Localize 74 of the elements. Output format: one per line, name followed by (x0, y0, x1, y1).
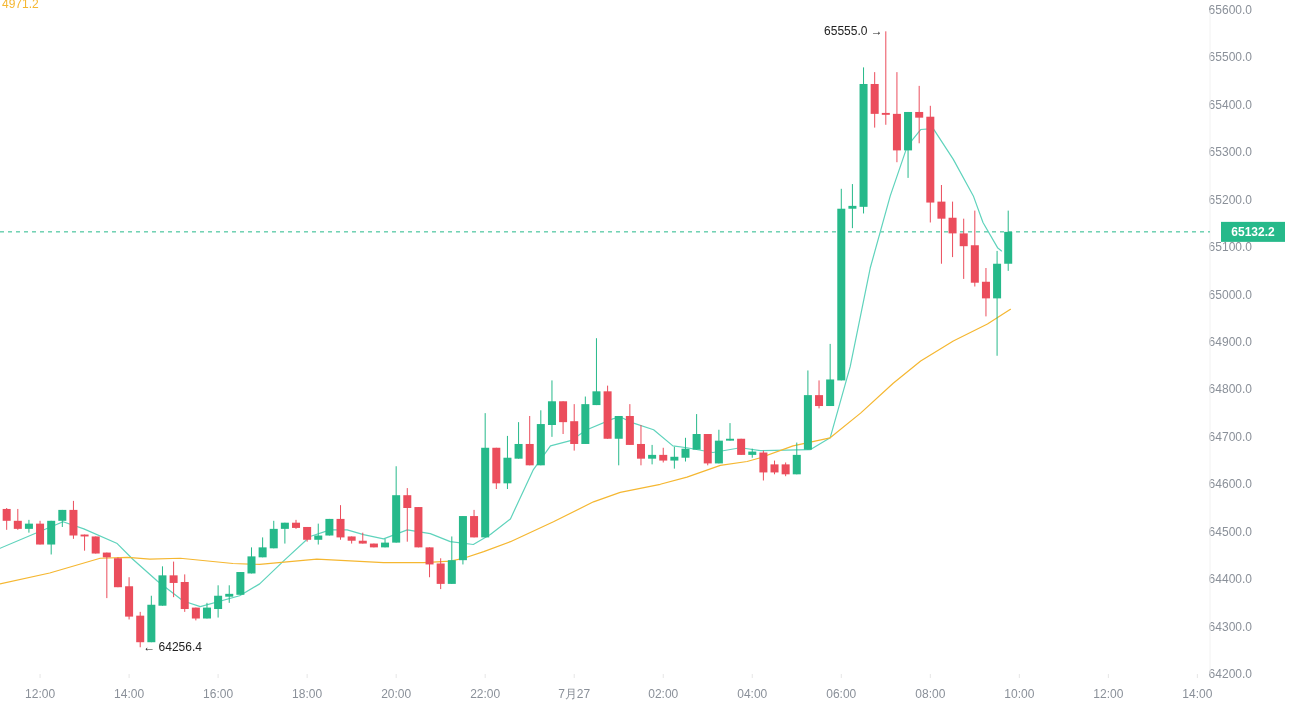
candlestick (47, 520, 56, 555)
y-tick-label: 65400.0 (1208, 97, 1253, 112)
candlestick (848, 183, 857, 229)
x-tick-label: 18:00 (292, 687, 323, 701)
y-tick-label: 64900.0 (1208, 335, 1253, 349)
x-tick-label: 02:00 (648, 687, 679, 701)
candlestick (24, 519, 33, 534)
annotation: 4971.2 (2, 0, 40, 11)
candlestick (314, 523, 323, 546)
candlestick (36, 520, 45, 546)
candlestick (525, 415, 534, 466)
candlestick (636, 424, 645, 466)
candlestick (726, 422, 735, 442)
candlestick (592, 337, 601, 406)
candlestick (714, 429, 723, 464)
y-tick-label: 65500.0 (1208, 50, 1253, 65)
candlestick (648, 444, 657, 465)
y-tick-label: 65300.0 (1208, 145, 1253, 160)
y-tick-label: 64200.0 (1208, 667, 1253, 681)
x-tick-label: 08:00 (915, 687, 946, 701)
candlestick (425, 546, 434, 578)
candlestick (692, 413, 701, 451)
candlestick (169, 561, 178, 598)
candlestick (881, 30, 890, 126)
candlestick (514, 421, 523, 460)
x-tick-label: 22:00 (470, 687, 501, 701)
candlestick (214, 584, 223, 619)
candlestick (915, 85, 924, 144)
candlestick (759, 450, 768, 481)
candlestick (815, 379, 824, 409)
y-tick-label: 65600.0 (1208, 3, 1253, 17)
candlestick (247, 546, 256, 574)
candlestick (447, 535, 456, 585)
candlestick (559, 400, 568, 435)
candlestick (403, 487, 412, 543)
candlestick (981, 267, 990, 317)
candlestick (681, 437, 690, 463)
candlestick (269, 520, 278, 549)
x-tick-label: 04:00 (737, 687, 768, 701)
x-tick-label: 12:00 (1093, 687, 1124, 701)
x-tick-label: 10:00 (1004, 687, 1035, 701)
candlestick (948, 201, 957, 258)
y-tick-label: 64800.0 (1208, 382, 1253, 397)
y-tick-label: 64500.0 (1208, 524, 1253, 539)
x-tick-label: 7月27 (558, 687, 591, 701)
y-tick-label: 64400.0 (1208, 572, 1253, 587)
x-tick-label: 20:00 (381, 687, 412, 701)
y-tick-label: 64600.0 (1208, 477, 1253, 492)
candlestick (436, 557, 445, 590)
candlestick (547, 379, 556, 438)
candlestick (792, 442, 801, 475)
x-tick-label: 16:00 (203, 687, 234, 701)
candlestick (570, 403, 579, 452)
candlestick (670, 446, 679, 470)
annotation: ← 64256.4 (143, 640, 203, 655)
y-tick-label: 64700.0 (1208, 429, 1253, 444)
y-tick-label: 65200.0 (1208, 192, 1253, 207)
x-tick-label: 14:00 (114, 687, 145, 701)
ref-line-label: 65132.2 (1231, 225, 1276, 240)
candlestick (236, 571, 245, 596)
candlestick (2, 507, 11, 531)
annotation: 65555.0 → (824, 24, 883, 39)
y-tick-label: 64300.0 (1208, 619, 1253, 634)
candlestick (470, 509, 479, 538)
y-tick-label: 65100.0 (1208, 240, 1253, 255)
candlestick (336, 504, 345, 541)
candlestick (937, 184, 946, 265)
x-tick-label: 14:00 (1182, 687, 1213, 701)
candlestick (614, 415, 623, 466)
x-tick-label: 06:00 (826, 687, 857, 701)
candlestick (959, 218, 968, 280)
candlestick (13, 508, 22, 531)
x-tick-label: 12:00 (25, 687, 56, 701)
y-tick-label: 65000.0 (1208, 287, 1253, 302)
